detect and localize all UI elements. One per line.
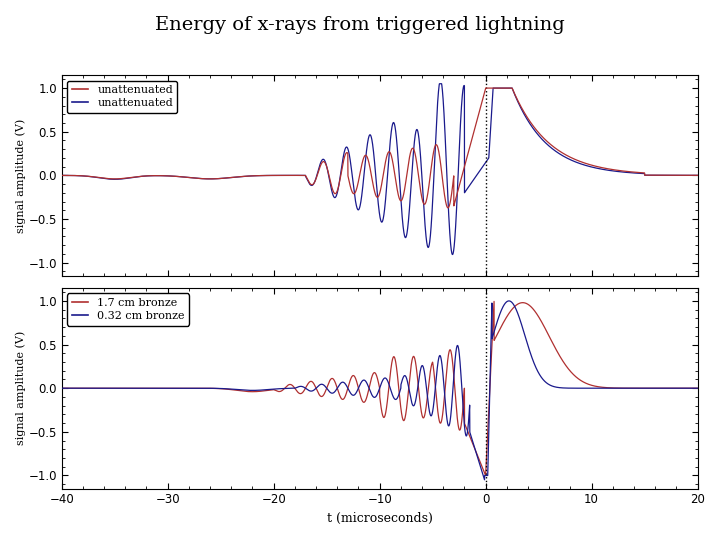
Text: Energy of x-rays from triggered lightning: Energy of x-rays from triggered lightnin…: [155, 16, 565, 34]
Legend: unattenuated, unattenuated: unattenuated, unattenuated: [67, 80, 177, 113]
X-axis label: t (microseconds): t (microseconds): [327, 512, 433, 525]
Y-axis label: signal amplitude (V): signal amplitude (V): [15, 331, 26, 445]
Legend: 1.7 cm bronze, 0.32 cm bronze: 1.7 cm bronze, 0.32 cm bronze: [67, 293, 189, 326]
Y-axis label: signal amplitude (V): signal amplitude (V): [15, 118, 26, 233]
